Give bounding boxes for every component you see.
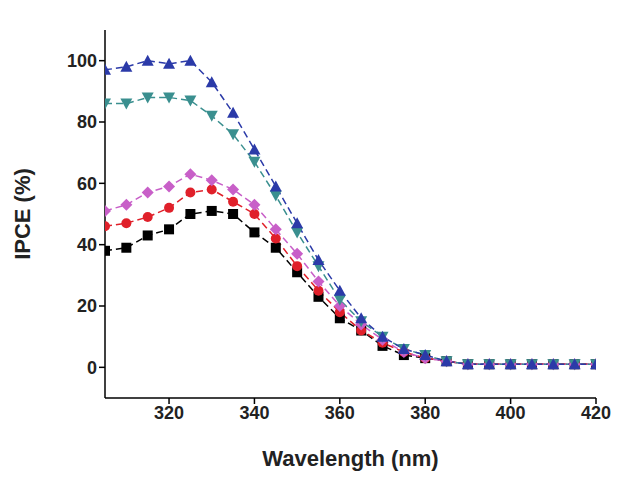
svg-text:IPCE (%): IPCE (%) (10, 168, 35, 260)
svg-text:60: 60 (77, 174, 97, 194)
svg-text:340: 340 (239, 403, 269, 423)
svg-text:360: 360 (325, 403, 355, 423)
svg-text:400: 400 (496, 403, 526, 423)
svg-text:320: 320 (154, 403, 184, 423)
svg-text:40: 40 (77, 235, 97, 255)
svg-text:Wavelength (nm): Wavelength (nm) (262, 446, 438, 471)
svg-text:80: 80 (77, 112, 97, 132)
svg-text:100: 100 (67, 51, 97, 71)
svg-text:20: 20 (77, 296, 97, 316)
svg-text:420: 420 (581, 403, 611, 423)
svg-text:0: 0 (87, 358, 97, 378)
svg-text:380: 380 (410, 403, 440, 423)
